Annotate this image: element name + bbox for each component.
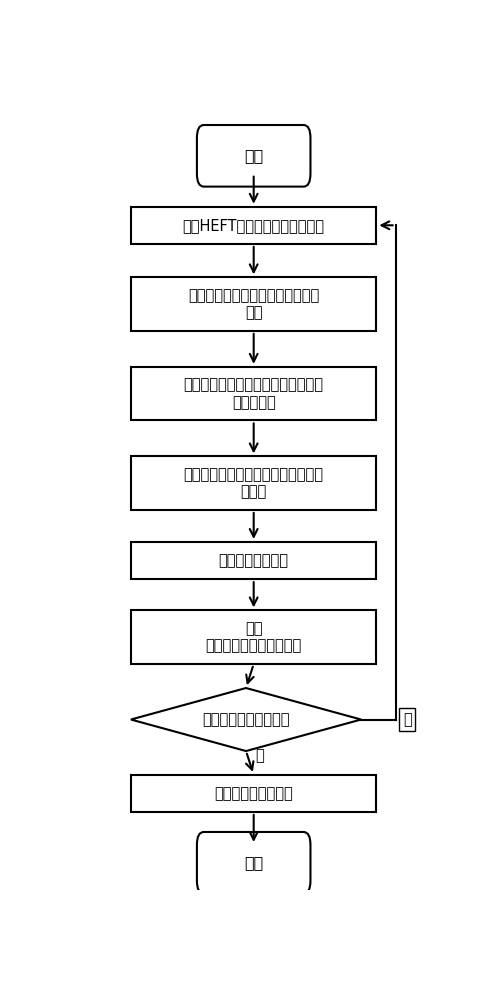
FancyBboxPatch shape [197, 832, 310, 894]
Text: 计算预警值，根据预警值更新发现者
的位置: 计算预警值，根据预警值更新发现者 的位置 [184, 467, 324, 499]
Text: 初始化初始位置以及种群数和迭代
次数: 初始化初始位置以及种群数和迭代 次数 [188, 288, 319, 320]
Text: 否: 否 [403, 712, 411, 727]
Text: 输出最佳位置最优解: 输出最佳位置最优解 [214, 786, 293, 801]
Bar [131, 207, 377, 244]
Text: 结束: 结束 [244, 855, 263, 870]
Text: 采用HEFT算法生成一个调度列表: 采用HEFT算法生成一个调度列表 [183, 218, 325, 233]
Bar [131, 610, 377, 664]
Text: 更新追随者的位置: 更新追随者的位置 [219, 553, 289, 568]
Text: 是: 是 [255, 749, 264, 764]
Text: 开始: 开始 [244, 148, 263, 163]
Polygon shape [131, 688, 361, 751]
Bar [131, 367, 377, 420]
Text: 根据适应度函数好坏将种群分为发现
者和跟随者: 根据适应度函数好坏将种群分为发现 者和跟随者 [184, 377, 324, 410]
FancyBboxPatch shape [197, 125, 310, 187]
Text: 更新
意识到危险的麻雀的位置: 更新 意识到危险的麻雀的位置 [205, 621, 302, 653]
Bar [131, 277, 377, 331]
Text: 是否达到最大迭代次数: 是否达到最大迭代次数 [202, 712, 290, 727]
Bar [131, 775, 377, 812]
Bar [131, 542, 377, 579]
Bar [131, 456, 377, 510]
